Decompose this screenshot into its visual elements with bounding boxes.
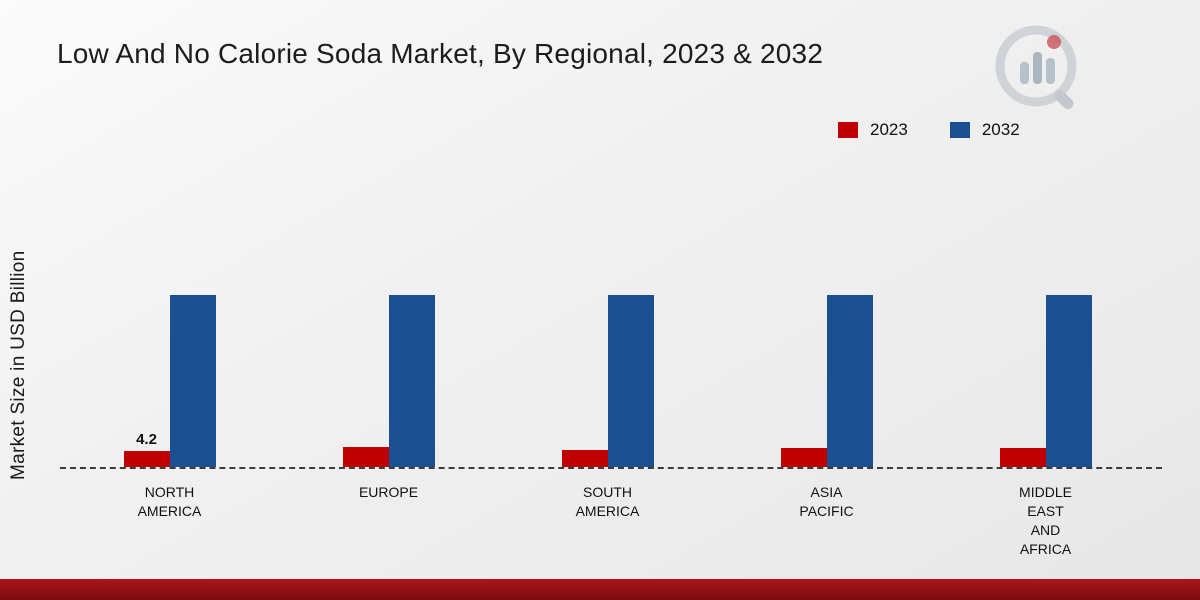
bar-2023-asia-pacific — [780, 448, 827, 467]
logo-ring — [995, 25, 1077, 107]
bar-group-asia-pacific: ASIA PACIFIC — [780, 295, 873, 519]
legend-label-2032: 2032 — [981, 120, 1020, 139]
category-label-north-america: NORTH AMERICA — [137, 484, 202, 519]
logo-red-dot — [1047, 35, 1061, 49]
bar-2023-middle-east-and-africa — [999, 448, 1046, 467]
bars-south-america — [561, 295, 654, 467]
bars-north-america: 4.2 — [123, 295, 216, 467]
bar-group-middle-east-and-africa: MIDDLE EAST AND AFRICA — [999, 295, 1092, 557]
legend: 2023 2032 — [838, 120, 1020, 140]
bar-2032-north-america — [169, 295, 216, 467]
legend-swatch-2023 — [838, 122, 858, 138]
category-label-middle-east-and-africa: MIDDLE EAST AND AFRICA — [1019, 484, 1072, 557]
logo-bar-2 — [1033, 52, 1042, 84]
logo-bar-1 — [1020, 62, 1029, 84]
bar-2032-south-america — [607, 295, 654, 467]
bar-2023-europe — [342, 447, 389, 467]
bar-2023-north-america: 4.2 — [123, 431, 170, 467]
bars-middle-east-and-africa — [999, 295, 1092, 467]
category-label-europe: EUROPE — [358, 484, 419, 500]
market-research-logo — [988, 22, 1088, 117]
legend-swatch-2032 — [949, 122, 970, 138]
bar-2023-south-america — [561, 450, 608, 467]
footer-red-band — [0, 579, 1200, 600]
bar-value-label-2023-north-america: 4.2 — [136, 431, 157, 448]
y-axis-label: Market Size in USD Billion — [8, 250, 29, 480]
category-label-south-america: SOUTH AMERICA — [575, 484, 640, 519]
chart-title: Low And No Calorie Soda Market, By Regio… — [57, 38, 824, 69]
category-label-asia-pacific: ASIA PACIFIC — [799, 484, 854, 519]
bar-2032-europe — [388, 295, 435, 467]
legend-item-2023: 2023 — [838, 120, 908, 140]
x-axis-baseline — [60, 467, 1162, 469]
plot-area: 4.2 NORTH AMERICA EUROPE SOUTH AMERICA ASIA PAC… — [60, 295, 1155, 557]
logo-bar-3 — [1046, 58, 1055, 84]
legend-label-2023: 2023 — [870, 120, 908, 139]
bar-group-north-america: 4.2 NORTH AMERICA — [123, 295, 216, 519]
bar-group-europe: EUROPE — [342, 295, 435, 500]
bars-asia-pacific — [780, 295, 873, 467]
logo-handle — [1054, 90, 1074, 110]
legend-item-2032: 2032 — [949, 120, 1020, 140]
bar-2032-middle-east-and-africa — [1045, 295, 1092, 467]
bar-2032-asia-pacific — [826, 295, 873, 467]
bar-group-south-america: SOUTH AMERICA — [561, 295, 654, 519]
bars-europe — [342, 295, 435, 467]
